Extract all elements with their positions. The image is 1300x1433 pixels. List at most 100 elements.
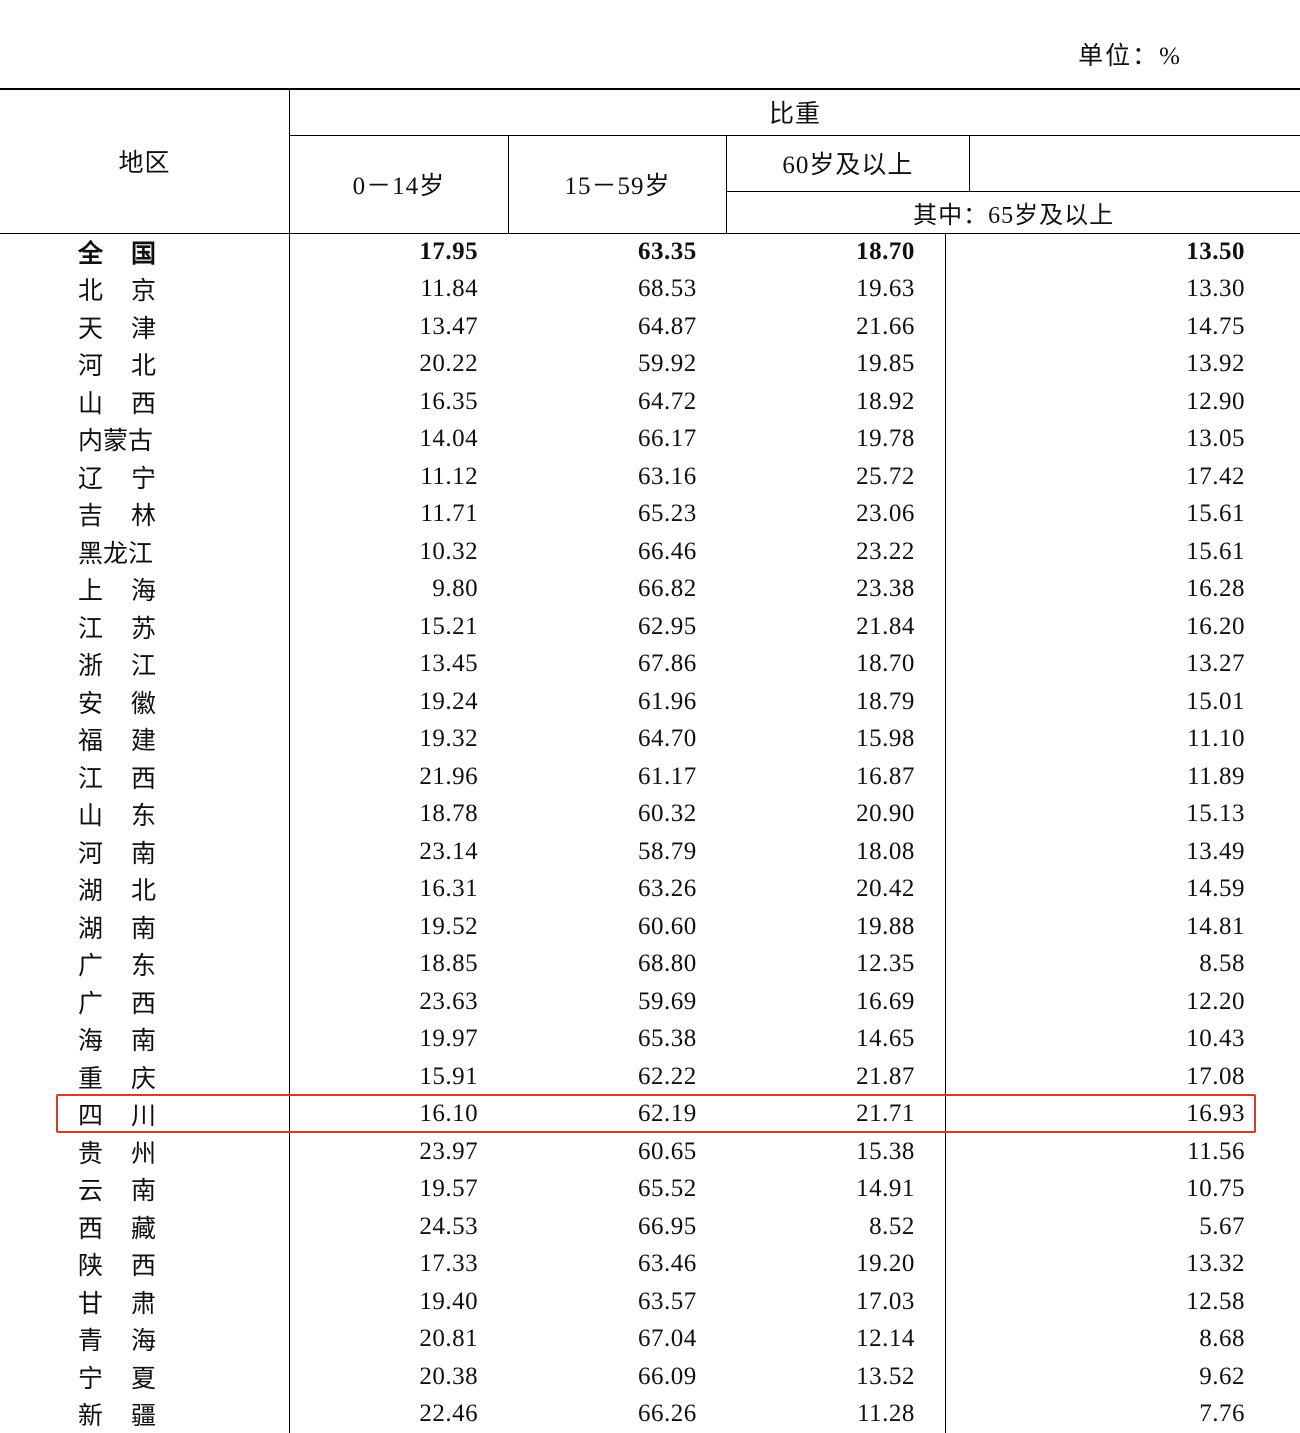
value-cell: 25.72 (727, 458, 946, 496)
value-cell: 13.30 (969, 271, 1300, 309)
region-cell: 黑龙江 (0, 533, 290, 571)
region-cell: 内蒙古 (0, 421, 290, 459)
value-cell: 8.58 (969, 946, 1300, 984)
value-cell: 15.61 (969, 533, 1300, 571)
value-cell: 23.14 (290, 833, 509, 871)
spacer-cell (945, 1208, 969, 1246)
table-row: 江苏15.2162.9521.8416.20 (0, 608, 1300, 646)
value-cell: 19.78 (727, 421, 946, 459)
spacer-cell (945, 308, 969, 346)
table-row: 浙江13.4567.8618.7013.27 (0, 646, 1300, 684)
value-cell: 13.50 (969, 233, 1300, 271)
table-row: 北京11.8468.5319.6313.30 (0, 271, 1300, 309)
value-cell: 66.26 (508, 1396, 727, 1433)
table-row: 河北20.2259.9219.8513.92 (0, 346, 1300, 384)
value-cell: 13.05 (969, 421, 1300, 459)
value-cell: 16.28 (969, 571, 1300, 609)
value-cell: 61.96 (508, 683, 727, 721)
table-row: 福建19.3264.7015.9811.10 (0, 721, 1300, 759)
table-row: 重庆15.9162.2221.8717.08 (0, 1058, 1300, 1096)
value-cell: 20.90 (727, 796, 946, 834)
value-cell: 11.56 (969, 1133, 1300, 1171)
value-cell: 13.92 (969, 346, 1300, 384)
value-cell: 14.04 (290, 421, 509, 459)
value-cell: 11.84 (290, 271, 509, 309)
spacer-cell (945, 721, 969, 759)
table-row: 山西16.3564.7218.9212.90 (0, 383, 1300, 421)
spacer-cell (945, 646, 969, 684)
spacer-cell (945, 833, 969, 871)
value-cell: 5.67 (969, 1208, 1300, 1246)
region-cell: 山西 (0, 383, 290, 421)
value-cell: 19.52 (290, 908, 509, 946)
col-header-proportion: 比重 (290, 89, 1300, 135)
table-row: 辽宁11.1263.1625.7217.42 (0, 458, 1300, 496)
value-cell: 11.89 (969, 758, 1300, 796)
value-cell: 13.45 (290, 646, 509, 684)
value-cell: 19.63 (727, 271, 946, 309)
value-cell: 19.20 (727, 1246, 946, 1284)
spacer-cell (945, 1058, 969, 1096)
col-header-age-0-14: 0－14岁 (290, 135, 509, 233)
table-row: 内蒙古14.0466.1719.78 13.05 (0, 421, 1300, 459)
value-cell: 16.31 (290, 871, 509, 909)
value-cell: 17.42 (969, 458, 1300, 496)
value-cell: 19.40 (290, 1283, 509, 1321)
value-cell: 67.86 (508, 646, 727, 684)
value-cell: 65.38 (508, 1021, 727, 1059)
col-header-region: 地区 (0, 89, 290, 233)
value-cell: 67.04 (508, 1321, 727, 1359)
spacer-cell (945, 608, 969, 646)
value-cell: 18.92 (727, 383, 946, 421)
table-row: 青海20.8167.0412.148.68 (0, 1321, 1300, 1359)
value-cell: 16.69 (727, 983, 946, 1021)
value-cell: 23.38 (727, 571, 946, 609)
spacer-cell (945, 458, 969, 496)
value-cell: 20.22 (290, 346, 509, 384)
value-cell: 11.12 (290, 458, 509, 496)
value-cell: 11.71 (290, 496, 509, 534)
value-cell: 11.28 (727, 1396, 946, 1433)
value-cell: 18.70 (727, 646, 946, 684)
value-cell: 66.17 (508, 421, 727, 459)
spacer-cell (945, 796, 969, 834)
value-cell: 17.95 (290, 233, 509, 271)
value-cell: 66.46 (508, 533, 727, 571)
region-cell: 辽宁 (0, 458, 290, 496)
region-cell: 福建 (0, 721, 290, 759)
table-row: 西藏24.5366.958.525.67 (0, 1208, 1300, 1246)
value-cell: 61.17 (508, 758, 727, 796)
value-cell: 17.08 (969, 1058, 1300, 1096)
table-row: 甘肃19.4063.5717.0312.58 (0, 1283, 1300, 1321)
spacer-cell (945, 383, 969, 421)
value-cell: 62.19 (508, 1096, 727, 1134)
table-row: 江西21.9661.1716.8711.89 (0, 758, 1300, 796)
value-cell: 10.43 (969, 1021, 1300, 1059)
value-cell: 21.87 (727, 1058, 946, 1096)
value-cell: 64.72 (508, 383, 727, 421)
value-cell: 18.70 (727, 233, 946, 271)
spacer-cell (945, 1321, 969, 1359)
col-header-age-60-plus: 60岁及以上 (727, 135, 969, 191)
value-cell: 12.35 (727, 946, 946, 984)
spacer-cell (945, 496, 969, 534)
region-cell: 新疆 (0, 1396, 290, 1433)
value-cell: 23.22 (727, 533, 946, 571)
value-cell: 18.08 (727, 833, 946, 871)
value-cell: 22.46 (290, 1396, 509, 1433)
value-cell: 12.14 (727, 1321, 946, 1359)
value-cell: 19.97 (290, 1021, 509, 1059)
spacer-cell (945, 871, 969, 909)
value-cell: 14.65 (727, 1021, 946, 1059)
value-cell: 63.57 (508, 1283, 727, 1321)
spacer-cell (945, 533, 969, 571)
value-cell: 13.47 (290, 308, 509, 346)
table-body: 全国17.9563.3518.7013.50北京11.8468.5319.631… (0, 233, 1300, 1433)
value-cell: 17.03 (727, 1283, 946, 1321)
region-cell: 江西 (0, 758, 290, 796)
value-cell: 9.80 (290, 571, 509, 609)
value-cell: 68.80 (508, 946, 727, 984)
region-cell: 重庆 (0, 1058, 290, 1096)
value-cell: 15.21 (290, 608, 509, 646)
table-row: 河南23.1458.7918.0813.49 (0, 833, 1300, 871)
